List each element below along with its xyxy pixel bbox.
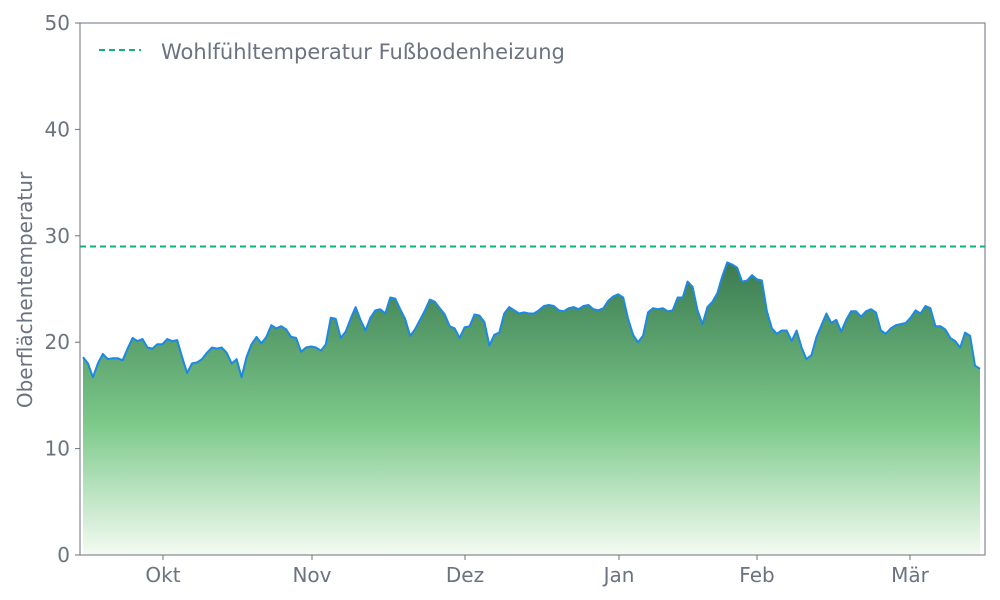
y-tick-label: 20 (45, 330, 70, 354)
x-tick-label: Mär (891, 563, 930, 587)
y-tick-label: 50 (45, 11, 70, 35)
x-tick-label: Dez (446, 563, 484, 587)
x-tick-label: Jan (602, 563, 635, 587)
temperature-area (83, 262, 980, 555)
x-tick-label: Okt (145, 563, 180, 587)
x-tick-label: Feb (739, 563, 774, 587)
x-tick-label: Nov (292, 563, 331, 587)
y-tick-label: 30 (45, 224, 70, 248)
plot-frame (79, 22, 986, 556)
y-tick-label: 0 (57, 543, 70, 567)
legend: Wohlfühltemperatur Fußbodenheizung (99, 40, 565, 64)
y-tick-label: 10 (45, 437, 70, 461)
y-tick-label: 40 (45, 117, 70, 141)
y-axis-label: Oberflächentemperatur (13, 171, 37, 408)
legend-reference-label: Wohlfühltemperatur Fußbodenheizung (161, 40, 565, 64)
temperature-line (82, 261, 981, 379)
